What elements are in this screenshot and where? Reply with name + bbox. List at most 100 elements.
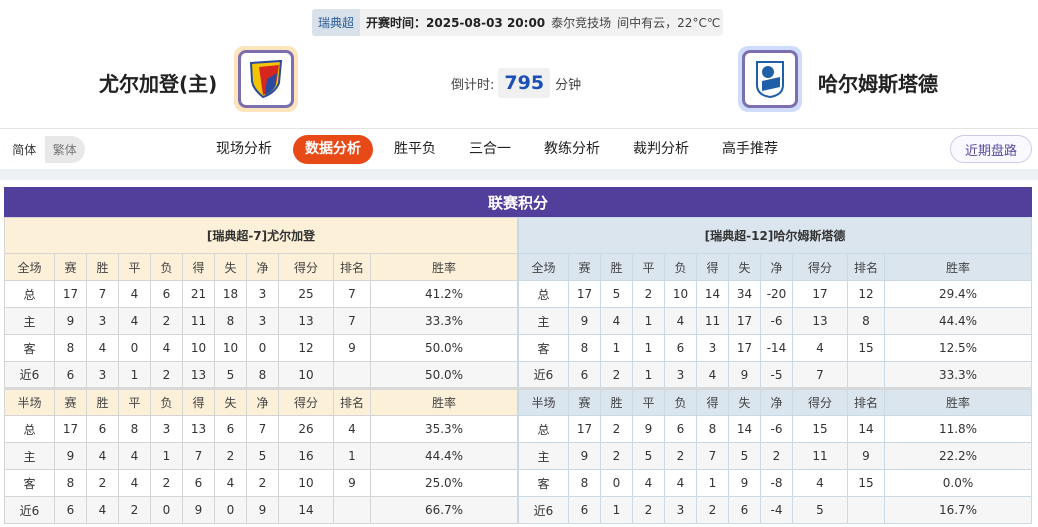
table-cell: 11.8% [884,415,1032,443]
away-team-name[interactable]: 哈尔姆斯塔德 [818,72,938,96]
table-cell: 10 [278,361,334,389]
table-cell: 1 [632,334,665,362]
table-cell: 1 [333,442,371,470]
table-cell: 4 [86,496,119,524]
row-label: 总 [4,415,55,443]
lang-traditional-button[interactable]: 繁体 [52,143,77,157]
table-cell: 9 [182,496,215,524]
table-cell: 16 [278,442,334,470]
tab-live-analysis[interactable]: 现场分析 [216,141,272,157]
tab-three-in-one[interactable]: 三合一 [469,141,511,157]
table-cell: 17 [568,280,601,308]
column-header: 得分 [792,253,848,281]
row-label: 近6 [4,361,55,389]
team-standings-title: [瑞典超-12]哈尔姆斯塔德 [518,217,1032,254]
column-header: 胜 [600,253,633,281]
table-cell: 11 [792,442,848,470]
table-cell: 25.0% [370,469,518,497]
tab-data-analysis[interactable]: 数据分析 [293,135,373,164]
table-row: 近6 6 4 2 0 9 0 9 14 66.7% [4,496,518,524]
table-cell [847,361,885,389]
table-cell: 2 [632,496,665,524]
home-team-name[interactable]: 尤尔加登(主) [99,72,218,96]
table-cell: 4 [632,469,665,497]
column-header: 净 [246,253,279,281]
table-cell: 5 [728,442,761,470]
column-header: 平 [632,387,665,416]
table-row: 客 8 1 1 6 3 17 -14 4 15 12.5% [518,334,1032,362]
table-cell: 8 [696,415,729,443]
table-row: 总 17 6 8 3 13 6 7 26 4 35.3% [4,415,518,443]
tab-coach-analysis[interactable]: 教练分析 [544,141,600,157]
weather: 间中有云，22°C℃ [617,16,721,30]
row-label: 主 [518,442,569,470]
column-header: 排名 [333,387,371,416]
column-header: 负 [150,387,183,416]
column-header: 赛 [568,253,601,281]
column-header: 得 [182,387,215,416]
table-cell: -4 [760,496,793,524]
table-cell: 6 [54,361,87,389]
table-cell: 6 [86,415,119,443]
table-cell: 17 [792,280,848,308]
table-cell: 2 [214,442,247,470]
tab-win-draw-loss[interactable]: 胜平负 [394,141,436,157]
table-cell: 18 [214,280,247,308]
away-team-logo[interactable] [738,46,802,112]
table-cell: 17 [54,415,87,443]
table-cell: 10 [182,334,215,362]
table-row: 客 8 2 4 2 6 4 2 10 9 25.0% [4,469,518,497]
table-cell: 2 [246,469,279,497]
table-cell: 13 [182,361,215,389]
table-cell: -20 [760,280,793,308]
column-header: 半场 [4,387,55,416]
home-crest-icon [249,59,283,99]
table-cell: 0 [118,334,151,362]
table-cell: 9 [847,442,885,470]
table-cell: 6 [54,496,87,524]
kickoff-time: 开赛时间：2025-08-03 20:00 [366,16,546,30]
table-cell: 4 [150,334,183,362]
table-cell: 33.3% [884,361,1032,389]
table-cell: 3 [696,334,729,362]
tab-expert-picks[interactable]: 高手推荐 [722,141,778,157]
table-cell: 8 [568,334,601,362]
table-cell: 6 [664,415,697,443]
recent-odds-button[interactable]: 近期盘路 [950,135,1032,163]
table-cell: 15 [847,469,885,497]
column-header: 平 [632,253,665,281]
league-badge[interactable]: 瑞典超 [312,9,361,36]
table-cell: 1 [632,307,665,335]
tab-referee-analysis[interactable]: 裁判分析 [633,141,689,157]
table-cell: -6 [760,415,793,443]
lang-simplified-button[interactable]: 简体 [4,136,45,163]
table-cell: 6 [568,496,601,524]
table-cell: 4 [600,307,633,335]
row-label: 总 [518,415,569,443]
table-cell: 6 [568,361,601,389]
match-info-bar: 瑞典超 开赛时间：2025-08-03 20:00 泰尔竞技场 间中有云，22°… [312,9,723,36]
table-cell: 50.0% [370,361,518,389]
league-standings: 联赛积分 [瑞典超-7]尤尔加登 全场赛胜平负得失净得分 排名 胜率总 17 7 4 6 21 1… [4,187,1032,524]
table-cell: 11 [696,307,729,335]
row-label: 客 [4,334,55,362]
row-label: 近6 [4,496,55,524]
row-label: 主 [4,442,55,470]
home-team-logo[interactable] [234,46,298,112]
table-cell: 14 [696,280,729,308]
table-cell: 3 [150,415,183,443]
countdown-unit: 分钟 [555,77,582,93]
table-cell: 2 [696,496,729,524]
table-cell: 7 [696,442,729,470]
row-label: 客 [518,334,569,362]
row-label: 客 [518,469,569,497]
table-row: 近6 6 3 1 2 13 5 8 10 50.0% [4,361,518,389]
column-header: 失 [214,387,247,416]
table-row: 近6 6 1 2 3 2 6 -4 5 16.7% [518,496,1032,524]
table-cell: 13 [278,307,334,335]
table-cell: 14 [847,415,885,443]
table-cell: 4 [118,280,151,308]
table-cell: 25 [278,280,334,308]
table-cell: 9 [246,496,279,524]
divider-band [0,169,1038,180]
